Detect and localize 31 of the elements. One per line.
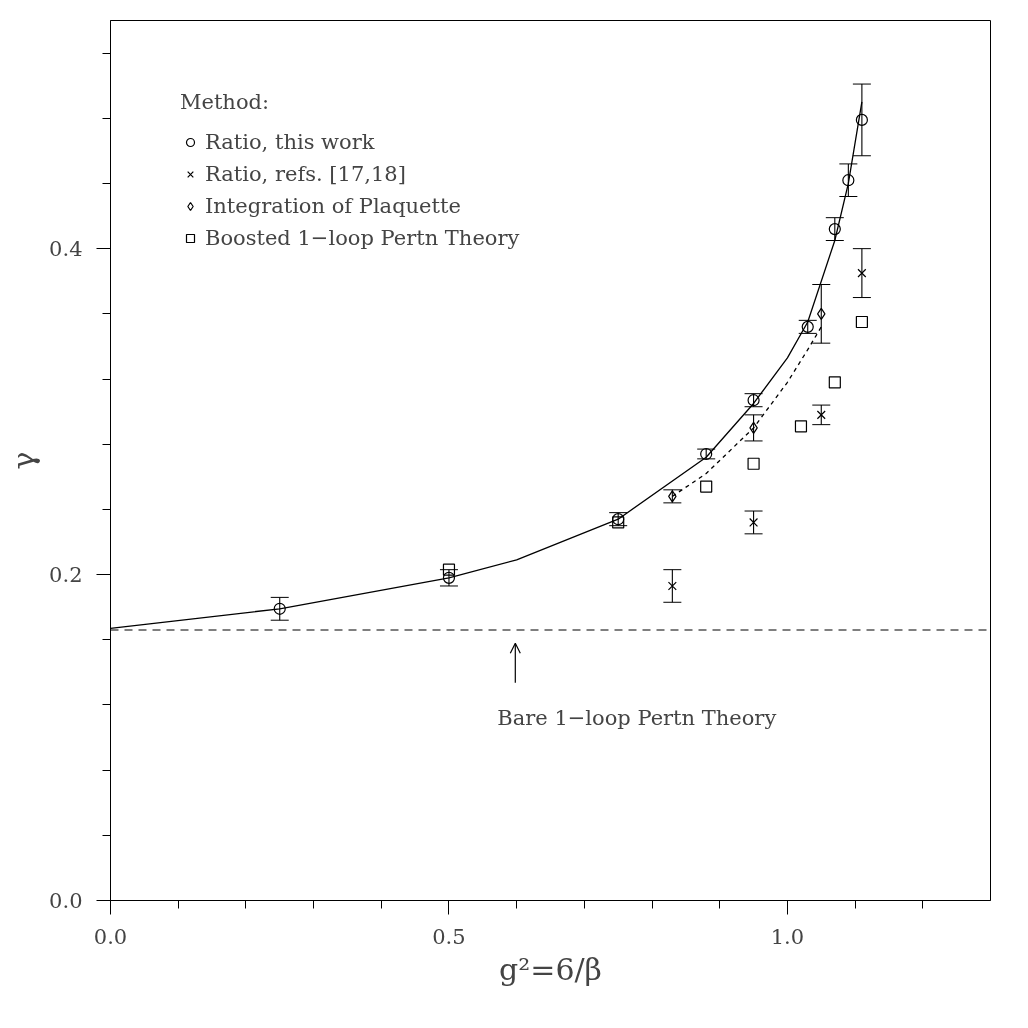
point bbox=[855, 113, 868, 126]
legend-title: Method: bbox=[180, 90, 271, 114]
x-tick-label: 0.5 bbox=[432, 924, 466, 949]
point bbox=[828, 376, 841, 389]
point bbox=[794, 420, 808, 433]
point bbox=[749, 517, 759, 527]
x-tick-label: 1.0 bbox=[770, 924, 805, 949]
y-tick-label: 0.4 bbox=[49, 237, 83, 262]
point bbox=[747, 457, 760, 470]
point bbox=[855, 315, 868, 329]
y-tick-label: 0.0 bbox=[49, 889, 83, 913]
y-tick-label: 0.2 bbox=[49, 563, 83, 588]
point bbox=[857, 268, 867, 278]
point bbox=[801, 320, 814, 333]
legend-label: Ratio, refs. [17,18] bbox=[205, 162, 406, 186]
y-axis-title: γ bbox=[6, 451, 42, 470]
point bbox=[700, 480, 713, 493]
point bbox=[273, 602, 286, 615]
x-tick-label: 0.0 bbox=[93, 924, 128, 949]
point bbox=[828, 223, 841, 236]
annotation: Bare 1−loop Pertn Theory bbox=[497, 705, 777, 730]
legend-label: Ratio, this work bbox=[205, 130, 375, 154]
point bbox=[842, 174, 855, 187]
point bbox=[816, 410, 826, 420]
point bbox=[442, 563, 456, 576]
point bbox=[700, 447, 713, 461]
legend-label: Boosted 1−loop Pertn Theory bbox=[205, 226, 520, 250]
point bbox=[667, 581, 677, 591]
point bbox=[747, 394, 760, 407]
legend-label: Integration of Plaquette bbox=[205, 194, 461, 218]
x-axis-title: g²=6/β bbox=[499, 951, 602, 987]
